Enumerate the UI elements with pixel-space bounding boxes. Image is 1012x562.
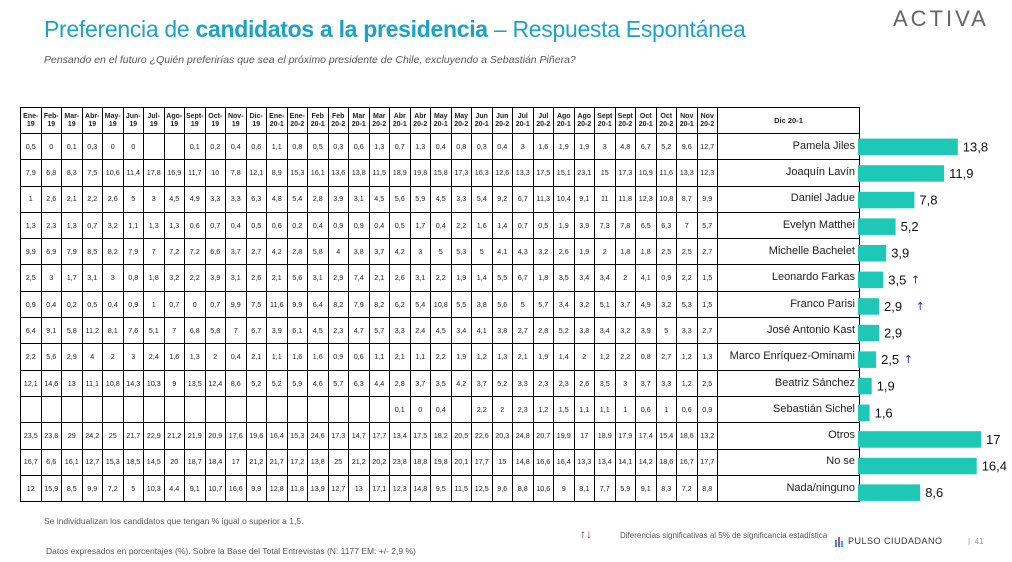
- bar: [858, 191, 915, 209]
- bar-value-label: 3,5: [888, 272, 906, 287]
- bar: [858, 218, 896, 235]
- significance-arrows: ↑↓: [580, 527, 592, 541]
- column-header-current: Dic 20-1: [717, 107, 860, 134]
- bar-value-label: 8,6: [925, 485, 943, 500]
- table-row: 6,4 9,1 5,8 11,2 8,1 7,6 5,1 7 6,8 5,8 7 6,7 3,9 6,1 4…: [20, 317, 860, 345]
- page-subtitle: Pensando en el futuro ¿Quién preferirías…: [44, 54, 576, 66]
- candidate-name: Sebastián Sichel: [717, 395, 860, 424]
- bar-value-label: 16,4: [982, 459, 1007, 474]
- candidate-name: Michelle Bachelet: [717, 238, 860, 266]
- bar-value-label: 2,9: [884, 299, 902, 314]
- bar-value-label: 7,8: [919, 193, 937, 208]
- candidate-name: Evelyn Matthei: [717, 211, 860, 240]
- table-row: 23,5 23,8 29 24,2 25 21,7 22,9 21,2 21,9 20,9 17,6…: [20, 422, 860, 450]
- arrow-up-icon: ↑: [911, 273, 920, 286]
- bar-value-label: 17: [986, 432, 1000, 447]
- bar: [858, 245, 887, 262]
- bar-value-label: 1,9: [877, 379, 895, 394]
- candidate-name: Leonardo Farkas: [717, 264, 860, 292]
- arrow-down-icon: ↓: [586, 527, 592, 541]
- candidate-name: Beatriz Sánchez: [717, 369, 860, 397]
- column-header: Abr 20-1: [389, 107, 411, 134]
- bar: [858, 298, 879, 315]
- bar-value-label: 2,9: [884, 326, 902, 341]
- bar-value-label: 1,6: [875, 405, 893, 420]
- bar: [858, 457, 977, 475]
- table-cell: 7,7: [594, 474, 616, 503]
- bar-value-label: 5,2: [901, 219, 919, 234]
- table-row: 2,5 3 1,7 3,1 3 0,8 1,8 3,2 2,2 3,9 3,1 2,6 2,1 5,6 3,…: [20, 264, 860, 292]
- arrow-up-icon: ↑: [904, 353, 913, 366]
- table-row: 9,9 6,9 7,9 8,5 8,2 7,9 7 7,2 7,2 6,6 3,7 2,7 4,2 2,8…: [20, 238, 860, 266]
- table-row: 0,1 0 0,4 2,2 2 2,3 1,2 1,5 1,1 1,1 1 0,6 1 0,6 0,9 Seb…: [20, 395, 860, 424]
- footnote-candidates: Se individualizan los candidatos que ten…: [44, 516, 304, 526]
- history-table: Ene-19 Feb-19 Mar-19 Abr-19 May-19 Jun-19 Jul-…: [20, 107, 860, 503]
- column-header: Nov-19: [225, 107, 247, 134]
- bar: [858, 324, 879, 342]
- table-row: 2,2 5,6 2,9 4 2 3 2,4 1,6 1,3 2 0,4 2,1 1,1 1,6 1,6 0,9…: [20, 343, 860, 371]
- significance-legend: Diferencias significativas al 5% de sign…: [620, 531, 828, 540]
- column-header: May 20-2: [450, 107, 472, 134]
- column-header: Sept 20-2: [614, 107, 636, 134]
- bar: [858, 165, 945, 182]
- page-title: Preferencia de candidatos a la presidenc…: [44, 16, 746, 42]
- table-cell: 9,1: [184, 474, 206, 503]
- brand-footer: PULSO CIUDADANO: [835, 536, 943, 547]
- table-row: 1,3 2,3 1,3 0,7 3,2 1,1 1,3 1,3 0,6 0,7 0,4 0,5 0,6 0…: [20, 211, 860, 240]
- bar: [858, 404, 870, 422]
- bar: [858, 484, 921, 501]
- bar-value-label: 11,9: [949, 166, 973, 181]
- arrow-up-icon: ↑: [580, 527, 586, 541]
- bar-value-label: 13,8: [963, 139, 988, 154]
- table-cell: 8,1: [573, 474, 595, 503]
- table-row: 7,9 6,8 8,3 7,5 10,6 11,4 17,8 16,9 11,7 10 7,8 12,…: [20, 159, 860, 187]
- page-number: | 41: [968, 537, 984, 546]
- candidate-name: Daniel Jadue: [717, 185, 860, 213]
- footnote-base: Datos expresados en porcentajes (%). Sob…: [46, 546, 416, 556]
- arrow-up-icon: ↑: [916, 300, 925, 313]
- table-cell: 5: [122, 474, 144, 503]
- bar: [858, 351, 877, 368]
- bar: [858, 138, 958, 156]
- bar: [858, 377, 872, 395]
- activa-logo: ACTIVA: [893, 6, 989, 31]
- bar-value-label: 3,9: [891, 246, 909, 261]
- pulso-logo-icon: [835, 536, 843, 547]
- table-header-row: Ene-19 Feb-19 Mar-19 Abr-19 May-19 Jun-19 Jul-…: [20, 107, 860, 134]
- bar: [858, 271, 884, 289]
- candidate-name: No se: [717, 448, 860, 476]
- table-row: 12 15,9 8,5 9,9 7,2 5 10,3 4,4 9,1 10,7 16,6 9,9 12,…: [20, 474, 860, 503]
- table-row: 1 2,6 2,1 2,2 2,6 5 3 4,5 4,9 3,3 3,3 6,3 4,8 5,4 2,8 3…: [20, 185, 860, 213]
- candidate-name: José Antonio Kast: [717, 317, 860, 345]
- bar-value-label: 2,5: [881, 352, 899, 367]
- bar: [858, 431, 981, 448]
- table-cell: 9: [553, 474, 575, 503]
- candidate-name: Marco Enríquez-Ominami: [717, 343, 860, 371]
- table-row: 16,7 6,6 16,1 12,7 15,3 18,5 14,5 20 18,7 18,4 17 2…: [20, 448, 860, 476]
